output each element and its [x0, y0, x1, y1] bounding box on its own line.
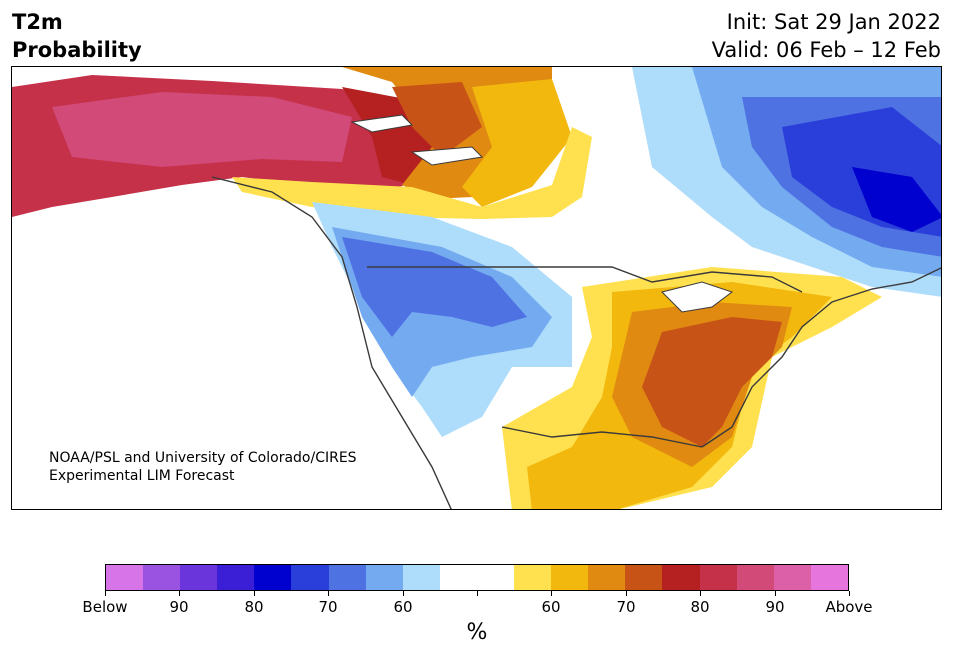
colorbar-swatch [180, 565, 218, 590]
credit-line-2: Experimental LIM Forecast [49, 468, 235, 484]
forecast-map [11, 66, 942, 510]
coastline-west [211, 176, 452, 509]
region-canada-brown [392, 82, 482, 157]
credit-line-1: NOAA/PSL and University of Colorado/CIRE… [49, 450, 357, 466]
colorbar-tick-label: 60 [393, 598, 413, 616]
colorbar-swatch [217, 565, 255, 590]
forecast-dates: Init: Sat 29 Jan 2022 Valid: 06 Feb – 12… [712, 8, 941, 64]
region-canada-gold [462, 79, 572, 207]
border-us-canada [367, 266, 803, 293]
map-canvas [12, 67, 941, 509]
colorbar-tick-label: 80 [690, 598, 710, 616]
colorbar-swatch [662, 565, 700, 590]
colorbar-tick [551, 591, 552, 596]
valid-date: Valid: 06 Feb – 12 Feb [711, 38, 941, 62]
colorbar-swatch [476, 565, 515, 590]
region-west-blue [342, 237, 527, 337]
colorbar-tick [403, 591, 404, 596]
colorbar-tick [477, 591, 478, 596]
colorbar-swatch [625, 565, 663, 590]
colorbar-tick [775, 591, 776, 596]
colorbar-tick-label: 60 [541, 598, 561, 616]
title-line-2: Probability [12, 38, 142, 62]
lakes-great-lakes [661, 281, 734, 313]
lake-great-slave [410, 146, 484, 166]
init-date: Init: Sat 29 Jan 2022 [726, 10, 941, 34]
colorbar-swatch [551, 565, 589, 590]
colorbar-swatch [810, 565, 848, 590]
colorbar-swatch [291, 565, 329, 590]
region-east-deepest-blue [852, 167, 941, 232]
colorbar-tick [328, 591, 329, 596]
colorbar-unit: % [466, 620, 488, 645]
colorbar-swatch [699, 565, 737, 590]
colorbar-swatch [143, 565, 181, 590]
colorbar-tick [849, 591, 850, 596]
colorbar-swatch [365, 565, 403, 590]
colorbar-swatch [439, 565, 477, 590]
map-credit: NOAA/PSL and University of Colorado/CIRE… [49, 449, 357, 485]
colorbar-tick [700, 591, 701, 596]
colorbar-tick [626, 591, 627, 596]
colorbar-tick [105, 591, 106, 596]
coastline-east [701, 267, 941, 448]
lake-great-bear [350, 114, 414, 133]
region-canada-yellow [232, 127, 592, 219]
region-alaska-core [52, 92, 352, 167]
colorbar-swatch [773, 565, 811, 590]
colorbar-tick-label: Below [82, 598, 128, 616]
colorbar-swatch [328, 565, 366, 590]
colorbar-swatch [402, 565, 440, 590]
region-southeast-brown [642, 317, 782, 447]
colorbar-tick [179, 591, 180, 596]
colorbar-swatch [254, 565, 292, 590]
colorbar-tick-label: 70 [616, 598, 636, 616]
colorbar-tick-label: 90 [765, 598, 785, 616]
colorbar-swatch [588, 565, 626, 590]
colorbar-tick-label: 70 [318, 598, 338, 616]
colorbar-tick-label: 90 [169, 598, 189, 616]
map-title: T2m Probability [12, 8, 142, 64]
probability-colorbar [105, 564, 849, 591]
colorbar-swatch [736, 565, 774, 590]
colorbar-swatch [514, 565, 552, 590]
colorbar-swatch [106, 565, 144, 590]
colorbar-tick-label: 80 [244, 598, 264, 616]
coastline-gulf [501, 426, 703, 448]
colorbar-tick-label: Above [825, 598, 873, 616]
colorbar-tick [254, 591, 255, 596]
title-line-1: T2m [12, 10, 63, 34]
